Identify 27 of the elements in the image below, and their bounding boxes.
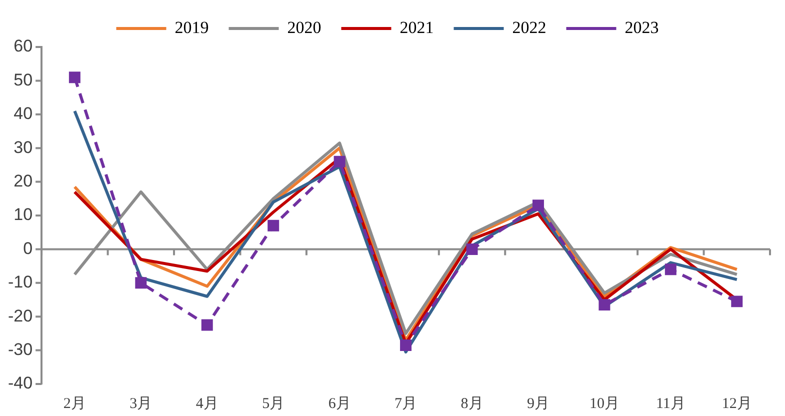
legend-label: 2020	[287, 18, 322, 37]
x-tick-label: 2月	[63, 396, 86, 412]
y-tick-label: 20	[14, 171, 33, 190]
y-tick-label: 30	[14, 138, 33, 157]
x-tick-label: 12月	[722, 396, 752, 412]
legend-label: 2021	[400, 18, 434, 37]
y-tick-label: -20	[8, 306, 33, 326]
x-tick-label: 7月	[394, 396, 418, 412]
legend-label: 2023	[624, 18, 659, 37]
x-tick-label: 9月	[526, 396, 550, 412]
y-tick-label: -40	[8, 374, 33, 393]
y-tick-label: 40	[14, 104, 33, 124]
x-tick-label: 4月	[196, 396, 218, 412]
y-tick-label: 10	[14, 205, 33, 224]
y-tick-label: 0	[23, 238, 33, 258]
legend-label: 2019	[174, 18, 209, 37]
legend-label: 2022	[512, 18, 546, 37]
x-tick-label: 10月	[589, 396, 620, 412]
x-tick-label: 3月	[130, 396, 152, 412]
y-tick-label: -10	[8, 272, 33, 292]
y-tick-label: 60	[14, 36, 33, 56]
x-tick-label: 6月	[328, 396, 351, 412]
y-tick-label: 50	[14, 70, 33, 90]
y-tick-label: -30	[8, 340, 33, 359]
x-tick-label: 5月	[262, 396, 285, 412]
x-tick-label: 11月	[656, 396, 686, 412]
x-tick-label: 8月	[460, 396, 484, 412]
